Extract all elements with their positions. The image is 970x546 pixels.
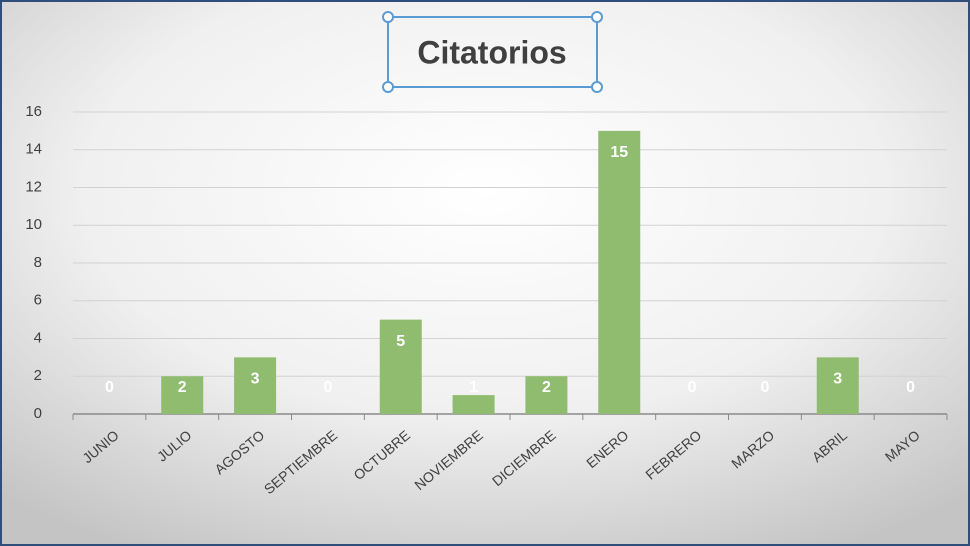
handle[interactable] [382, 81, 394, 93]
bar [525, 376, 568, 414]
data-label: 5 [396, 333, 405, 350]
y-tick-label: 6 [34, 292, 42, 309]
y-tick-label: 0 [34, 405, 42, 422]
y-tick-label: 16 [25, 103, 42, 120]
chart-title: Citatorios [417, 34, 566, 70]
data-label: 2 [542, 379, 551, 396]
y-tick-label: 12 [25, 178, 42, 195]
data-label: 1 [469, 379, 478, 396]
handle[interactable] [382, 11, 394, 23]
y-tick-label: 4 [34, 329, 42, 346]
y-tick-label: 14 [25, 141, 42, 158]
bar [234, 357, 277, 414]
data-label: 0 [323, 379, 332, 396]
handle[interactable] [591, 81, 603, 93]
bar [379, 319, 422, 414]
selection-handles [382, 11, 603, 93]
bar [598, 130, 641, 414]
bar [452, 395, 495, 414]
bar [161, 376, 204, 414]
data-label: 0 [105, 379, 114, 396]
data-label: 0 [760, 379, 769, 396]
y-tick-label: 8 [34, 254, 42, 271]
data-label: 15 [610, 144, 628, 161]
data-label: 2 [178, 379, 187, 396]
data-label: 0 [688, 379, 697, 396]
data-label: 3 [251, 371, 260, 388]
data-label: 0 [906, 379, 915, 396]
title-selection[interactable] [387, 16, 598, 88]
y-tick-label: 2 [34, 367, 42, 384]
bar [816, 357, 859, 414]
y-tick-label: 10 [25, 216, 42, 233]
data-label: 3 [833, 371, 842, 388]
handle[interactable] [591, 11, 603, 23]
